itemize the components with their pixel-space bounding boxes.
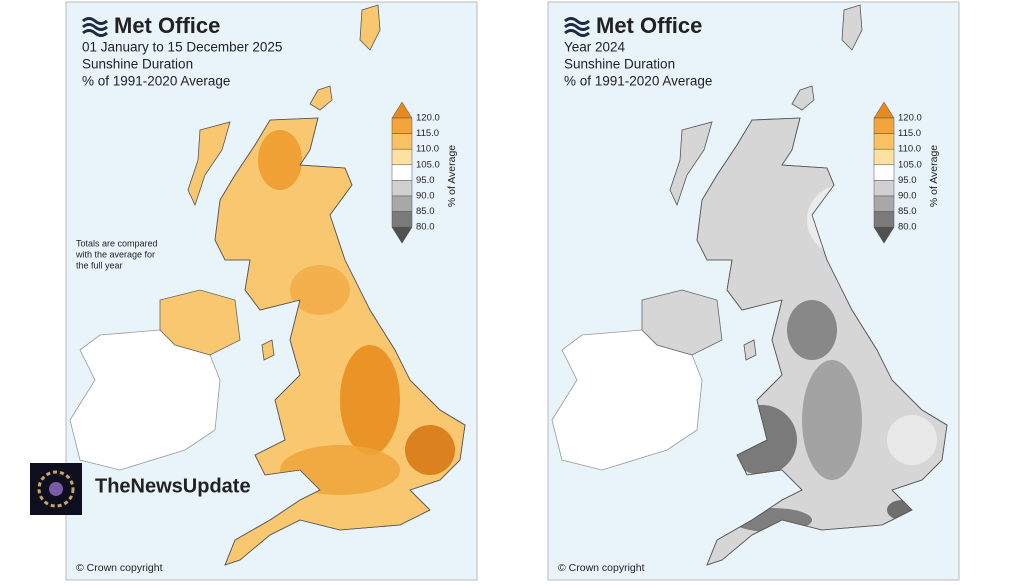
legend-tick-label: 95.0 [416,175,435,186]
legend-swatch [391,133,413,150]
legend-tick-label: 90.0 [416,191,435,202]
map-panel: Met Office 01 January to 15 December 2025… [65,1,478,581]
anomaly-region [258,130,302,190]
legend-tick-label: 80.0 [416,222,435,233]
legend-swatch [873,195,895,212]
copyright: © Crown copyright [76,562,163,574]
legend-swatch [873,226,895,244]
note-line: Totals are compared [76,238,158,248]
anomaly-regions [215,130,455,495]
logo-wave [82,29,108,37]
note-line: with the average for [75,249,155,259]
map-panel: Met Office Year 2024 Sunshine Duration % of… [547,1,960,581]
legend-title: % of Average [928,145,940,207]
legend-swatch [391,195,413,212]
anomaly-region [405,425,455,475]
panels: Met Office 01 January to 15 December 2025… [65,1,960,581]
map-title-line: Sunshine Duration [82,57,193,72]
legend-swatch [873,211,895,228]
legend-tick-label: 115.0 [898,128,921,139]
map-title-line: % of 1991-2020 Average [82,74,230,89]
legend-tick-label: 115.0 [416,128,439,139]
legend-tick-label: 110.0 [898,144,921,155]
legend-swatch [391,117,413,134]
map-title-line: Sunshine Duration [564,57,675,72]
legend-swatch [873,133,895,150]
anomaly-region [887,415,937,465]
legend-swatch [873,180,895,197]
legend-tick-label: 95.0 [898,175,917,186]
map-title-line: Year 2024 [564,40,626,55]
legend-swatch [873,117,895,134]
legend-swatch [391,180,413,197]
logo-wave [564,23,590,31]
legend-swatch [391,226,413,244]
anomaly-region [787,300,837,360]
watermark-icon [37,470,75,508]
legend-tick-label: 120.0 [898,113,922,124]
legend-title: % of Average [446,145,458,207]
anomaly-region [802,360,862,480]
legend-swatch [391,211,413,228]
anomaly-region [340,345,400,455]
logo-wave [564,29,590,37]
copyright: © Crown copyright [558,562,645,574]
legend-swatch [391,164,413,181]
legend-tick-label: 85.0 [416,206,435,217]
watermark-icon-core [49,482,63,496]
logo-text: Met Office [114,13,220,38]
legend-swatch [873,148,895,166]
logo-wave [82,23,108,31]
legend-tick-label: 85.0 [898,206,917,217]
logo-wave [564,17,590,25]
note-line: the full year [76,260,123,270]
logo-text: Met Office [596,13,702,38]
watermark-text: TheNewsUpdate [95,475,251,497]
legend-tick-label: 105.0 [898,159,922,170]
map-title-line: % of 1991-2020 Average [564,74,712,89]
legend-tick-label: 105.0 [416,159,440,170]
legend-swatch [391,148,413,166]
legend-tick-label: 90.0 [898,191,917,202]
legend-tick-label: 80.0 [898,222,917,233]
map-title-line: 01 January to 15 December 2025 [82,40,282,55]
legend-swatch [873,164,895,181]
legend-tick-label: 120.0 [416,113,440,124]
anomaly-region [290,265,350,315]
logo-wave [82,17,108,25]
watermark: TheNewsUpdate [30,463,251,515]
legend-tick-label: 110.0 [416,144,439,155]
